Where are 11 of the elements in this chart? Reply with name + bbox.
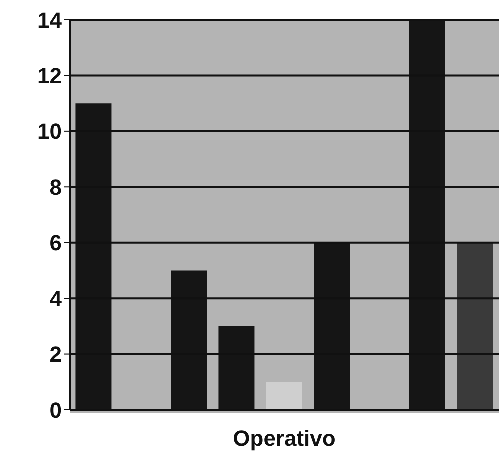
y-tick-label: 12 xyxy=(38,64,62,89)
y-tick-label: 14 xyxy=(38,8,63,33)
y-tick-label: 6 xyxy=(50,230,62,256)
y-tick-label: 8 xyxy=(50,174,62,200)
bar xyxy=(266,382,302,410)
y-tick-label: 2 xyxy=(50,342,62,368)
bar xyxy=(457,242,494,410)
y-tick-label: 4 xyxy=(50,286,63,312)
x-axis-title: Operativo xyxy=(233,426,336,451)
y-tick-label: 10 xyxy=(38,119,62,144)
y-tick-label: 0 xyxy=(50,398,62,423)
